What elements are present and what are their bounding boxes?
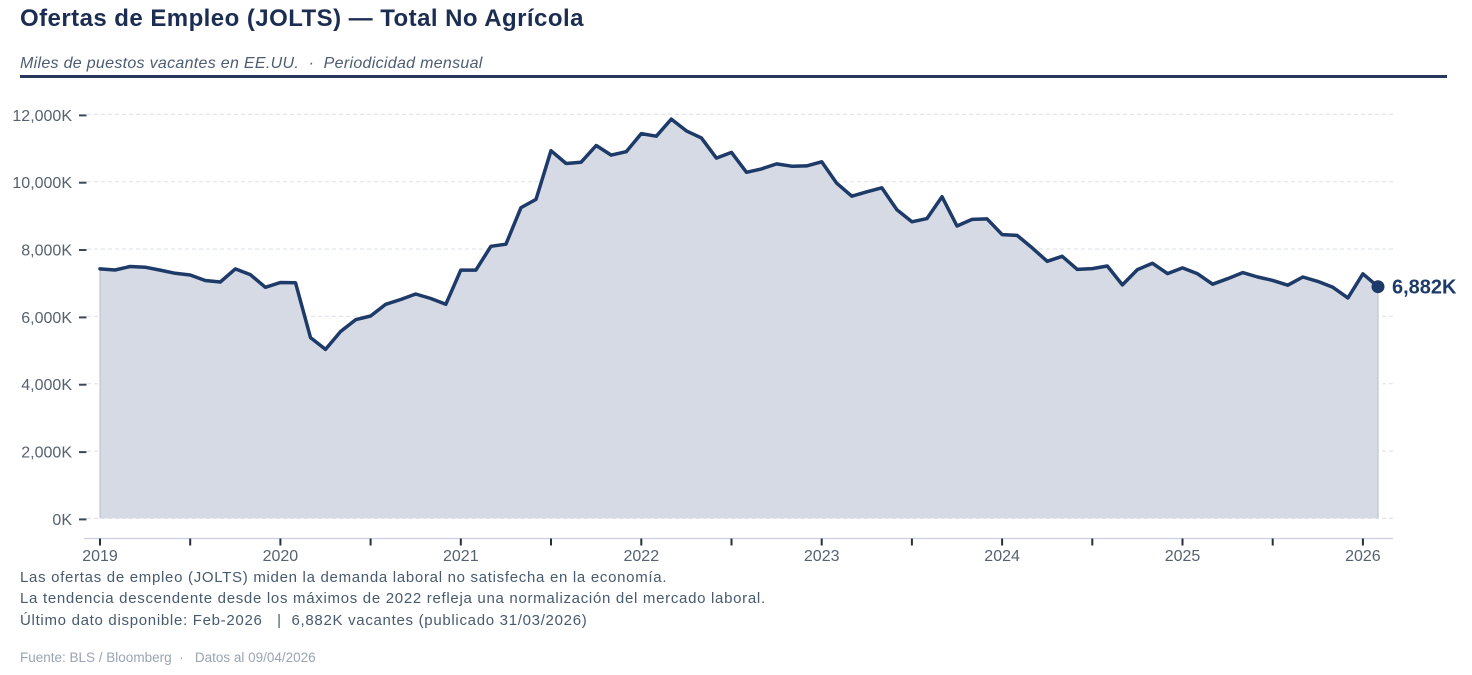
svg-text:12,000K: 12,000K	[12, 108, 72, 125]
svg-text:2025: 2025	[1165, 548, 1201, 565]
svg-text:6,000K: 6,000K	[21, 310, 72, 327]
svg-text:6,882K: 6,882K	[1392, 277, 1457, 299]
svg-text:10,000K: 10,000K	[12, 175, 72, 192]
svg-text:2022: 2022	[624, 548, 660, 565]
svg-text:2,000K: 2,000K	[21, 445, 72, 462]
svg-text:8,000K: 8,000K	[21, 243, 72, 260]
svg-text:2023: 2023	[804, 548, 840, 565]
svg-text:2024: 2024	[984, 548, 1020, 565]
svg-text:2026: 2026	[1345, 548, 1381, 565]
svg-text:2020: 2020	[263, 548, 299, 565]
svg-text:2021: 2021	[443, 548, 479, 565]
svg-text:0K: 0K	[52, 512, 72, 529]
svg-text:4,000K: 4,000K	[21, 377, 72, 394]
svg-text:2019: 2019	[82, 548, 118, 565]
